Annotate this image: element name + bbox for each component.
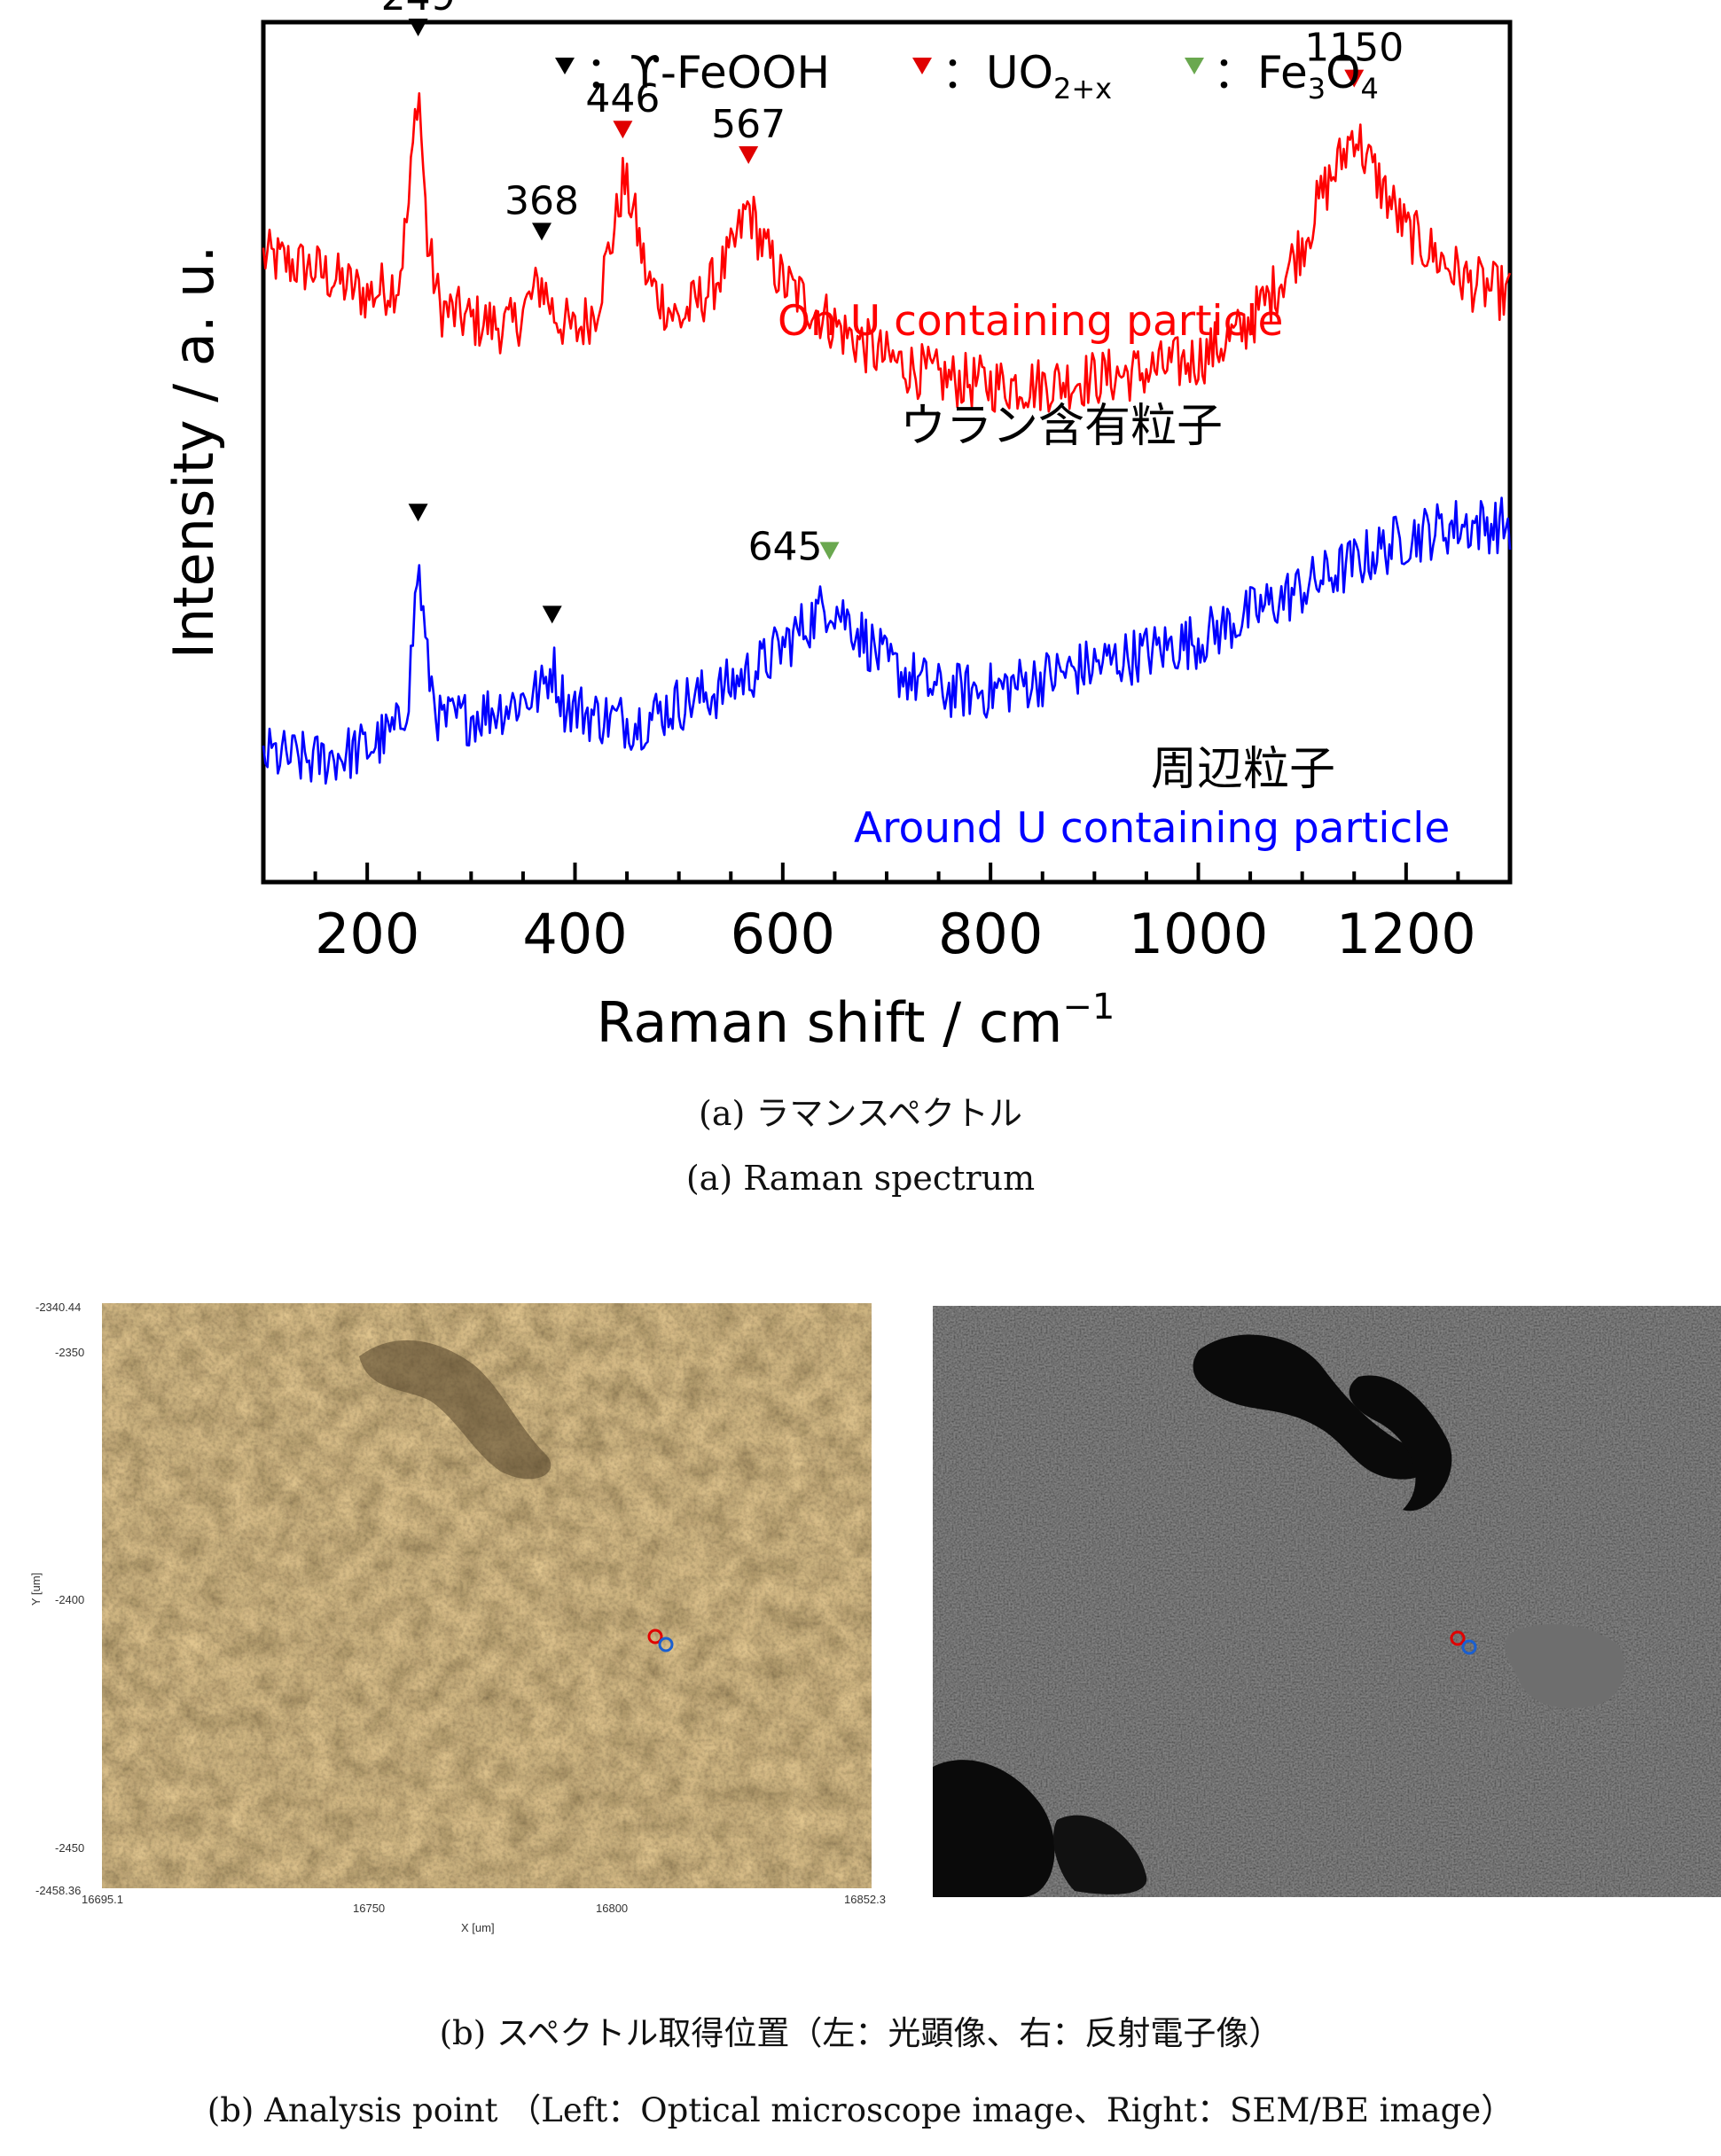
peak-marker: [739, 146, 759, 164]
peak-marker: [542, 605, 562, 624]
x-tick-label: 16695.1: [82, 1893, 123, 1906]
peak-label: 368: [505, 178, 579, 223]
legend-label-uo2: ：UO2+x: [942, 47, 1112, 105]
peak-label: 446: [585, 76, 660, 121]
peak-label: 249: [381, 0, 456, 20]
raman-chart: 200 400 600 800 1000 1200 249 368 446 567 1150 645…: [161, 0, 1513, 1055]
x-tick-label: 16852.3: [844, 1893, 886, 1906]
peak-marker: [613, 121, 633, 139]
peak-label: 567: [711, 102, 786, 147]
x-tick-label: 200: [315, 902, 419, 966]
caption-b-ja: (b) スペクトル取得位置（左：光顕像、右：反射電子像）: [439, 2014, 1282, 2052]
x-tick-label: 16750: [353, 1902, 386, 1915]
peak-markers: 249 368 446 567 1150 645: [381, 0, 1404, 624]
caption-a-en: (a) Raman spectrum: [685, 1159, 1036, 1198]
y-tick-label: -2450: [55, 1841, 85, 1855]
optical-texture: [102, 1303, 872, 1888]
caption-b-en: (b) Analysis point （Left：Optical microsc…: [207, 2091, 1514, 2129]
x-tick-label: 800: [938, 902, 1043, 966]
series-label-on-u-ja: ウラン含有粒子: [900, 400, 1223, 453]
optical-microscope-panel: -2340.44 -2350 -2400 -2450 -2458.36 Y [u…: [29, 1299, 887, 1937]
y-tick-label: -2350: [55, 1346, 85, 1359]
peak-marker: [532, 223, 552, 241]
analysis-point-marker: [1461, 1639, 1477, 1655]
analysis-point-marker: [1450, 1630, 1466, 1646]
legend-marker-fe3o4: [1185, 58, 1204, 74]
y-axis-label: Intensity / a. u.: [161, 246, 226, 660]
peak-marker: [408, 19, 428, 36]
x-axis-label: X [um]: [461, 1921, 495, 1934]
caption-a-ja: (a) ラマンスペクトル: [699, 1094, 1022, 1133]
peak-marker: [819, 542, 840, 560]
peak-marker: [408, 504, 428, 522]
x-axis-label: Raman shift / cm−1: [597, 987, 1115, 1055]
series-layer: [262, 92, 1512, 785]
legend: ：ϒ-FeOOH ：UO2+x ：Fe3O4: [555, 47, 1379, 105]
legend-marker-feooh: [555, 58, 575, 74]
sem-be-image: [933, 1306, 1721, 1897]
series-label-around: Around U containing particle: [854, 804, 1450, 853]
x-tick-label: 600: [731, 902, 835, 966]
legend-marker-uo2: [912, 58, 932, 74]
x-tick-label: 400: [522, 902, 627, 966]
x-tick-label: 1000: [1129, 902, 1269, 966]
peak-label: 1150: [1304, 26, 1404, 71]
series-line-around: [262, 496, 1512, 785]
y-tick-label: -2400: [55, 1593, 85, 1606]
series-line-on-u: [262, 92, 1512, 413]
analysis-point-marker: [647, 1629, 663, 1644]
series-label-on-u: On U containing particle: [778, 297, 1283, 346]
x-tick-label: 1200: [1336, 902, 1476, 966]
optical-microscope-image: [102, 1303, 872, 1888]
x-tick-label: 16800: [596, 1902, 629, 1915]
legend-label-feooh: ：ϒ-FeOOH: [585, 47, 830, 98]
series-label-around-ja: 周辺粒子: [1151, 743, 1335, 796]
y-axis-label: Y [um]: [29, 1572, 43, 1606]
x-axis-ticks: [313, 863, 1460, 882]
sem-texture: [933, 1306, 1721, 1897]
analysis-point-marker: [658, 1637, 674, 1652]
peak-label: 645: [748, 524, 823, 569]
peak-marker: [1344, 69, 1365, 88]
y-tick-label: -2340.44: [35, 1301, 82, 1314]
legend-label-fe3o4: ：Fe3O4: [1213, 47, 1379, 105]
x-axis-tick-labels: 200 400 600 800 1000 1200: [315, 902, 1476, 966]
y-tick-label: -2458.36: [35, 1884, 82, 1897]
